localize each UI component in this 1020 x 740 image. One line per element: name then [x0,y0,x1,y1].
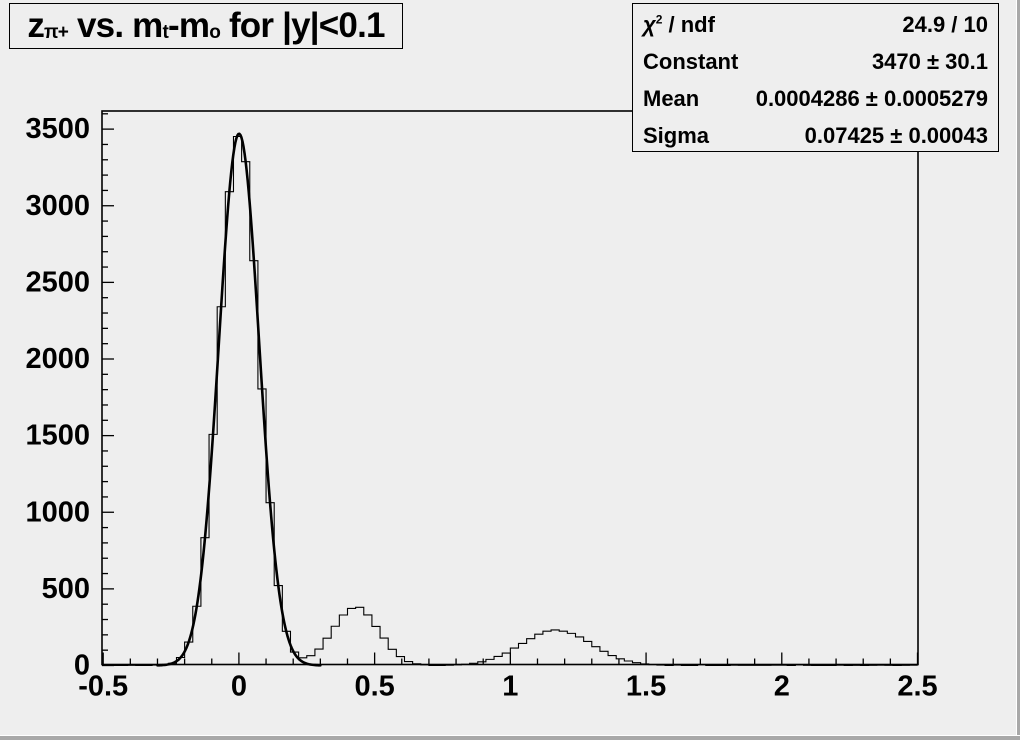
svg-text:1000: 1000 [25,496,90,528]
svg-text:2000: 2000 [25,343,90,375]
svg-text:3000: 3000 [25,190,90,222]
svg-text:1.5: 1.5 [626,671,666,703]
svg-text:0.5: 0.5 [354,671,394,703]
svg-text:0: 0 [231,671,247,703]
svg-text:2.5: 2.5 [897,671,937,703]
svg-text:1: 1 [502,671,518,703]
svg-text:3500: 3500 [25,113,90,145]
svg-text:0: 0 [74,650,90,682]
svg-text:2500: 2500 [25,266,90,298]
svg-text:1500: 1500 [25,420,90,452]
svg-text:500: 500 [42,573,90,605]
svg-text:2: 2 [774,671,790,703]
